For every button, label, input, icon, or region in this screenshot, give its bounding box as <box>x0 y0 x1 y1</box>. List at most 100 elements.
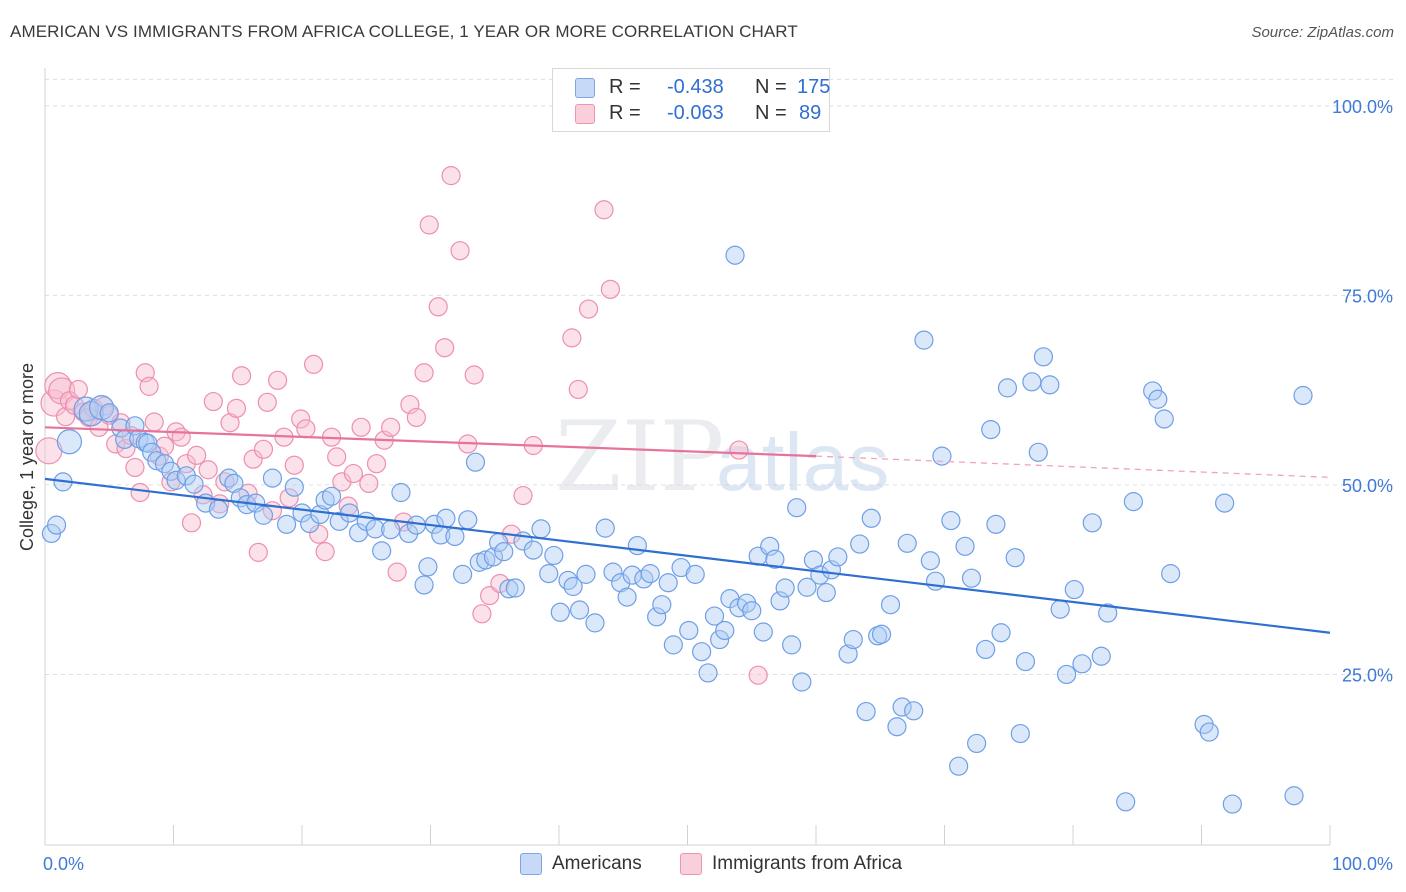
trend-line-americans <box>44 477 1331 634</box>
data-point-africa <box>220 413 240 433</box>
data-point-americans <box>765 549 785 569</box>
data-point-americans <box>494 542 514 562</box>
data-point-americans <box>453 564 473 584</box>
data-point-americans <box>1082 513 1102 533</box>
africa-legend-swatch <box>680 853 702 875</box>
data-point-americans <box>276 514 297 534</box>
y-tick-label: 75.0% <box>1342 286 1393 306</box>
r-label: R = <box>609 76 641 98</box>
data-point-africa <box>359 473 379 494</box>
data-point-africa <box>600 279 621 299</box>
data-point-americans <box>640 564 660 584</box>
data-point-americans <box>1293 385 1313 406</box>
data-point-americans <box>704 606 725 626</box>
data-point-americans <box>499 579 519 599</box>
data-point-americans <box>647 607 667 627</box>
data-point-africa <box>748 665 768 685</box>
data-point-americans <box>710 629 730 650</box>
data-point-africa <box>381 417 401 437</box>
data-point-africa <box>464 365 484 385</box>
data-point-africa <box>279 488 299 508</box>
data-point-americans <box>816 582 836 603</box>
data-point-africa <box>68 379 89 400</box>
data-point-americans <box>166 470 186 490</box>
data-point-americans <box>715 620 735 641</box>
data-point-africa <box>144 412 164 432</box>
data-point-americans <box>99 403 119 423</box>
data-point-americans <box>1098 603 1118 623</box>
data-point-americans <box>154 454 175 474</box>
data-point-americans <box>797 577 817 597</box>
data-point-americans <box>208 499 229 519</box>
data-point-americans <box>1050 599 1070 619</box>
data-point-americans <box>617 587 637 607</box>
data-point-americans <box>991 623 1011 643</box>
data-point-americans <box>483 547 504 567</box>
trend-line-africa-extension <box>815 455 1331 478</box>
y-axis-label: College, 1 year or more <box>17 363 37 551</box>
data-point-africa <box>203 391 223 412</box>
data-point-africa <box>226 398 247 418</box>
data-point-americans <box>1005 548 1025 568</box>
data-point-americans <box>569 600 590 620</box>
data-point-americans <box>792 672 812 692</box>
data-point-americans <box>698 663 718 683</box>
data-point-africa <box>578 299 599 319</box>
data-point-africa <box>171 427 191 447</box>
data-point-africa <box>248 542 268 562</box>
data-point-americans <box>920 551 940 571</box>
data-point-africa <box>253 439 274 459</box>
data-point-americans <box>861 508 881 528</box>
data-point-africa <box>284 455 304 475</box>
data-point-americans <box>1154 409 1174 429</box>
data-point-americans <box>914 330 934 350</box>
data-point-americans <box>1022 372 1042 392</box>
data-point-americans <box>627 535 647 556</box>
data-point-americans <box>465 452 486 472</box>
data-point-americans <box>544 545 564 566</box>
n-value-africa: 89 <box>799 102 822 124</box>
data-point-africa <box>327 447 347 467</box>
data-point-americans <box>1284 786 1304 806</box>
watermark-zip: ZIP <box>555 401 724 513</box>
data-point-africa <box>472 604 492 624</box>
data-point-africa <box>296 419 316 439</box>
data-point-americans <box>1215 493 1235 513</box>
data-point-africa <box>562 328 582 348</box>
tick-labels: 25.0% 50.0% 75.0% 100.0% 0.0% 100.0% <box>43 97 1393 874</box>
data-point-americans <box>1123 492 1143 512</box>
data-point-africa <box>343 463 363 484</box>
data-point-americans <box>550 602 570 622</box>
data-point-americans <box>539 564 559 584</box>
data-point-africa <box>130 482 150 503</box>
data-point-americans <box>476 550 496 570</box>
data-point-americans <box>1199 722 1219 742</box>
data-point-americans <box>1033 347 1054 367</box>
x-tick-label-start: 0.0% <box>43 854 84 874</box>
data-point-americans <box>652 595 672 615</box>
data-point-americans <box>781 635 802 655</box>
data-point-americans <box>1010 723 1030 744</box>
data-point-americans <box>505 578 525 598</box>
data-point-africa <box>243 449 263 469</box>
data-point-americans <box>111 418 131 438</box>
y-tick-label: 50.0% <box>1342 476 1393 496</box>
data-point-africa <box>450 241 470 261</box>
data-point-americans <box>1116 792 1136 812</box>
series-immigrants-from-africa <box>35 166 768 685</box>
data-point-americans <box>843 629 863 650</box>
data-point-americans <box>742 601 762 621</box>
y-tick-label: 100.0% <box>1332 97 1393 117</box>
data-point-americans <box>558 570 578 591</box>
data-point-americans <box>775 578 795 598</box>
series-americans <box>41 245 1313 814</box>
data-point-americans <box>224 473 244 494</box>
data-point-americans <box>932 446 952 466</box>
n-label: N = <box>755 76 787 98</box>
data-point-americans <box>523 540 543 560</box>
data-point-americans <box>1056 664 1077 685</box>
data-point-americans <box>381 520 401 540</box>
data-point-americans <box>1072 654 1092 674</box>
data-point-americans <box>725 245 745 265</box>
data-point-americans <box>679 620 699 641</box>
